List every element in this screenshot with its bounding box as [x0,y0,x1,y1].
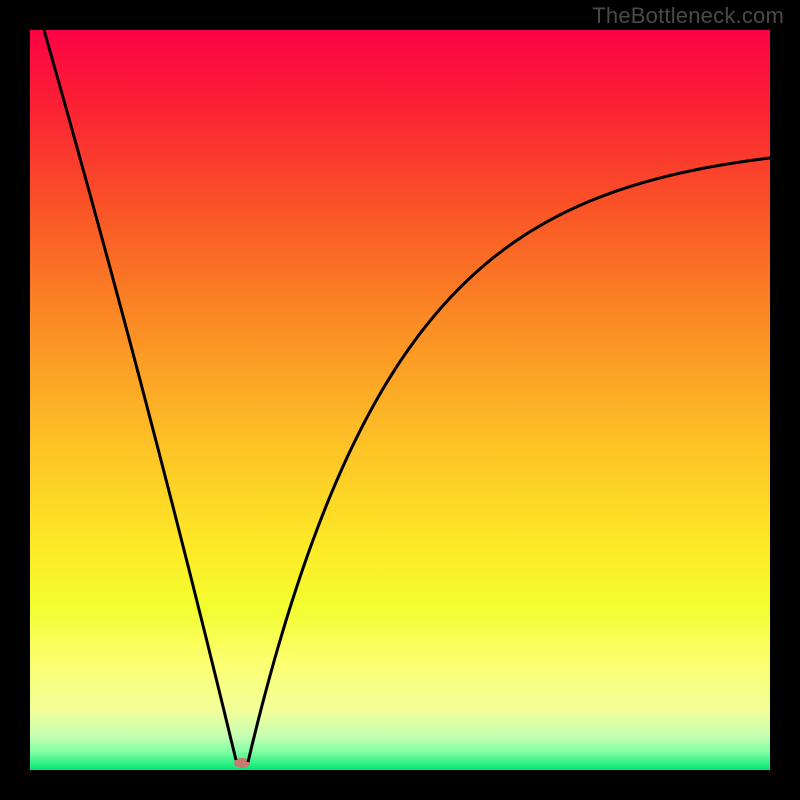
chart-container: TheBottleneck.com [0,0,800,800]
bottleneck-chart [0,0,800,800]
plot-area [30,30,770,770]
watermark-text: TheBottleneck.com [592,3,784,29]
gradient-background [30,30,770,770]
